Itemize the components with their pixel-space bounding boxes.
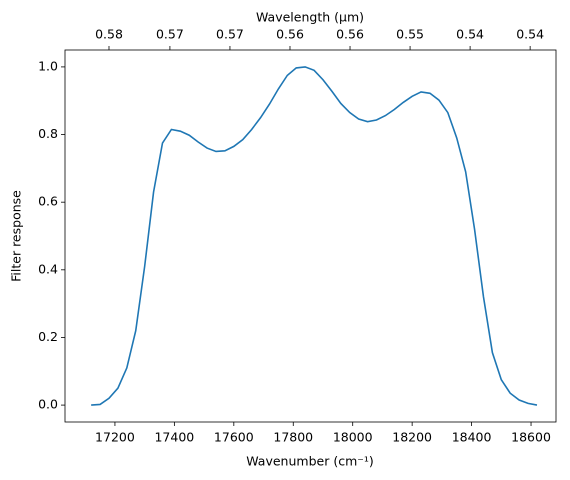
x-tick-label: 18000 (333, 430, 373, 445)
top-axis-label: Wavelength (μm) (256, 10, 364, 25)
top-tick-label: 0.57 (156, 27, 184, 42)
top-tick-label: 0.55 (396, 27, 424, 42)
top-tick-label: 0.56 (276, 27, 304, 42)
y-tick-label: 0.6 (38, 194, 58, 209)
x-tick-label: 17600 (214, 430, 254, 445)
y-tick-label: 1.0 (38, 58, 58, 73)
x-tick-label: 17200 (95, 430, 135, 445)
x-tick-label: 18600 (511, 430, 551, 445)
data-line (91, 66, 538, 406)
top-tick-label: 0.57 (216, 27, 244, 42)
y-tick-label: 0.8 (38, 126, 58, 141)
x-tick-label: 17400 (154, 430, 194, 445)
top-tick-label: 0.58 (95, 27, 123, 42)
y-tick-label: 0.4 (38, 261, 58, 276)
y-tick-label: 0.0 (38, 397, 58, 412)
y-tick-label: 0.2 (38, 329, 58, 344)
top-tick-label: 0.54 (516, 27, 544, 42)
x-tick-label: 18400 (452, 430, 492, 445)
top-tick-label: 0.56 (336, 27, 364, 42)
x-tick-label: 18200 (392, 430, 432, 445)
x-axis-label: Wavenumber (cm⁻¹) (246, 454, 373, 469)
top-tick-label: 0.54 (456, 27, 484, 42)
y-axis-label: Filter response (9, 190, 24, 282)
x-tick-label: 17800 (273, 430, 313, 445)
plot-frame (64, 49, 557, 423)
